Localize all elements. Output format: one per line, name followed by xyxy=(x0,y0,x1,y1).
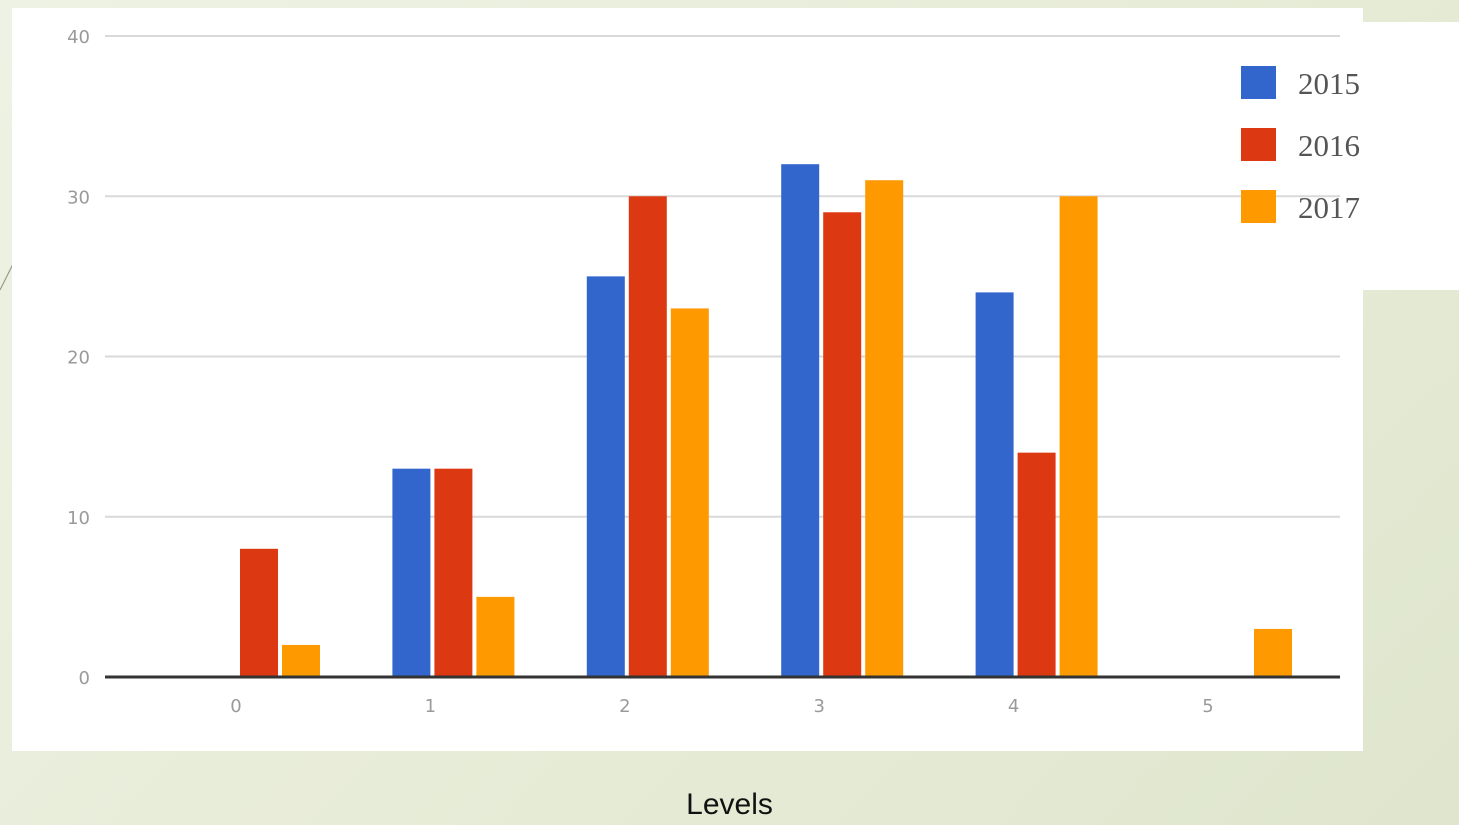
axes: 0 10 20 30 40 0 1 2 3 4 5 xyxy=(67,27,1340,717)
x-tick-label: 2 xyxy=(619,696,630,717)
x-axis-label: Levels xyxy=(686,788,773,821)
bar-2015-level-3 xyxy=(781,164,820,677)
bar-2015-level-1 xyxy=(392,468,431,677)
bar-2017-level-1 xyxy=(476,596,515,677)
bar-2017-level-3 xyxy=(865,180,904,677)
bar-2017-level-4 xyxy=(1059,196,1098,677)
bar-2015-level-2 xyxy=(586,276,625,677)
legend-panel xyxy=(1196,22,1459,290)
bar-2016-level-4 xyxy=(1017,452,1056,677)
legend-label-2015: 2015 xyxy=(1298,66,1360,101)
y-tick-label: 40 xyxy=(67,27,90,48)
legend-label-2016: 2016 xyxy=(1298,128,1360,163)
legend: 2015 2016 2017 xyxy=(1241,66,1360,225)
bar-2016-level-1 xyxy=(434,468,473,677)
bar-2016-level-0 xyxy=(240,548,278,677)
bar-2016-level-3 xyxy=(823,212,862,677)
legend-swatch-2016 xyxy=(1241,128,1276,161)
gridlines xyxy=(105,35,1340,518)
bar-2017-level-5 xyxy=(1254,628,1292,677)
y-tick-label: 10 xyxy=(67,508,90,529)
bars xyxy=(240,164,1292,677)
legend-swatch-2017 xyxy=(1241,190,1276,223)
decorative-line xyxy=(0,261,15,291)
y-tick-label: 0 xyxy=(79,668,90,689)
legend-swatch-2015 xyxy=(1241,66,1276,99)
y-tick-label: 30 xyxy=(67,187,90,208)
x-tick-label: 4 xyxy=(1008,696,1019,717)
legend-label-2017: 2017 xyxy=(1298,190,1360,225)
bar-2017-level-0 xyxy=(282,644,320,677)
bar-2017-level-2 xyxy=(670,308,709,677)
x-tick-label: 5 xyxy=(1202,696,1213,717)
x-tick-label: 0 xyxy=(230,696,241,717)
bar-2015-level-4 xyxy=(975,292,1014,677)
x-tick-label: 3 xyxy=(813,696,824,717)
x-tick-label: 1 xyxy=(425,696,436,717)
y-tick-label: 20 xyxy=(67,348,90,369)
bar-2016-level-2 xyxy=(628,196,667,677)
